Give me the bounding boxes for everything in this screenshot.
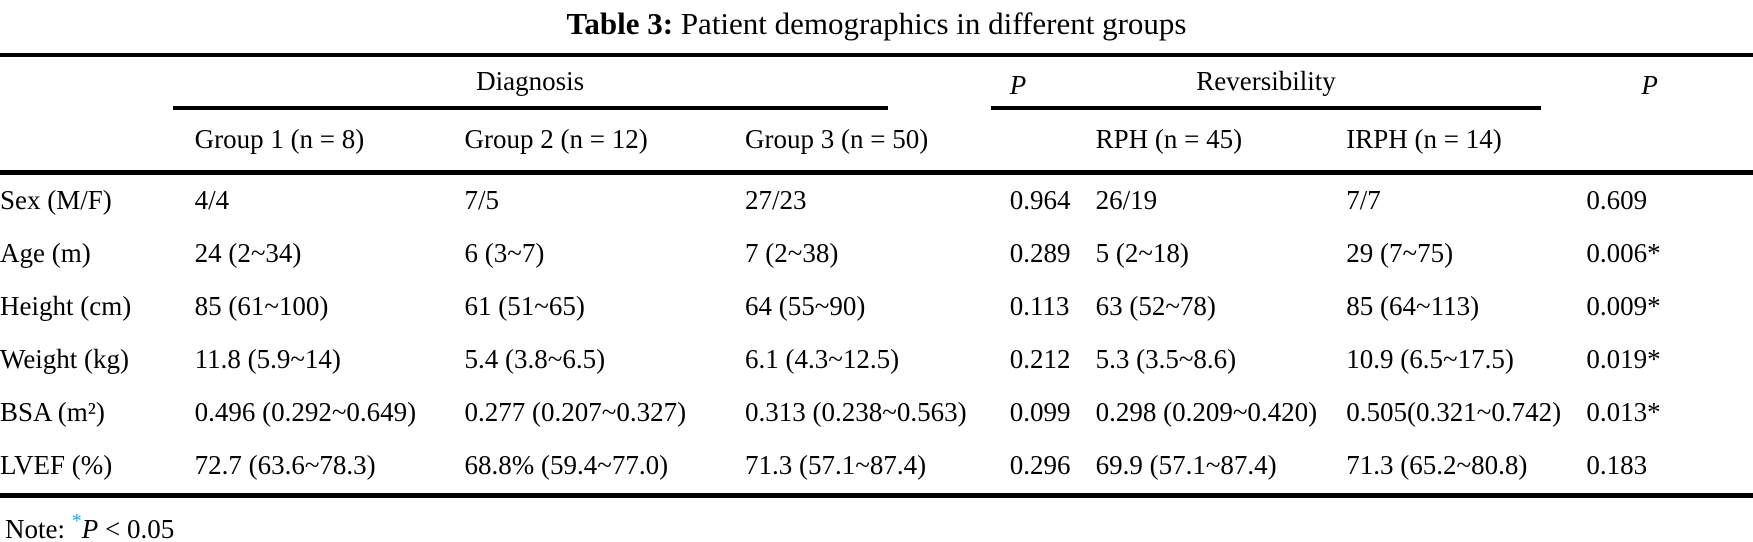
cell-irph: 29 (7~75) (1346, 238, 1454, 268)
cell-rph: 69.9 (57.1~87.4) (1095, 450, 1277, 480)
cell-rph: 5 (2~18) (1095, 238, 1189, 268)
cell-p-reversibility: 0.019* (1586, 344, 1661, 374)
empty-p-cell (1009, 110, 1096, 175)
column-header-rph: RPH (n = 45) (1095, 110, 1347, 175)
paper-table-page: Table 3: Patient demographics in differe… (0, 6, 1753, 542)
supercolumn-header-row: Diagnosis P Reversibility P (0, 55, 1753, 110)
cell-group3: 6.1 (4.3~12.5) (745, 344, 900, 374)
empty-label-cell (0, 110, 195, 175)
row-label: LVEF (%) (0, 450, 113, 480)
row-label: BSA (m²) (0, 397, 105, 427)
cell-p-reversibility: 0.006* (1586, 238, 1661, 268)
cell-group3: 0.313 (0.238~0.563) (745, 397, 967, 427)
table-row-height: Height (cm) 85 (61~100) 61 (51~65) 64 (5… (0, 281, 1753, 334)
diagnosis-supercolumn: Diagnosis (172, 55, 1010, 110)
empty-corner-cell (0, 55, 195, 110)
cell-group2: 6 (3~7) (464, 238, 545, 268)
table-row-sex: Sex (M/F) 4/4 7/5 27/23 0.964 26/19 7/7 … (0, 173, 1753, 229)
empty-p-cell (1586, 110, 1753, 175)
cell-group2: 7/5 (464, 185, 500, 215)
cell-p-diagnosis: 0.964 (1009, 185, 1071, 215)
cell-group1: 0.496 (0.292~0.649) (194, 397, 417, 427)
cell-rph: 5.3 (3.5~8.6) (1095, 344, 1237, 374)
cell-group2: 68.8% (59.4~77.0) (464, 450, 669, 480)
table-row-weight: Weight (kg) 11.8 (5.9~14) 5.4 (3.8~6.5) … (0, 334, 1753, 387)
column-header-row: Group 1 (n = 8) Group 2 (n = 12) Group 3… (0, 110, 1753, 175)
note-label: Note: (5, 514, 72, 542)
table-row-lvef: LVEF (%) 72.7 (63.6~78.3) 68.8% (59.4~77… (0, 440, 1753, 496)
cell-rph: 26/19 (1095, 185, 1158, 215)
cell-irph: 0.505(0.321~0.742) (1346, 397, 1562, 427)
cell-group2: 0.277 (0.207~0.327) (464, 397, 687, 427)
reversibility-header: Reversibility (990, 66, 1542, 110)
cell-group1: 85 (61~100) (194, 291, 329, 321)
column-header-irph: IRPH (n = 14) (1346, 110, 1587, 175)
cell-group1: 4/4 (194, 185, 230, 215)
row-label: Weight (kg) (0, 344, 130, 374)
demographics-table: Diagnosis P Reversibility P Group 1 (n =… (0, 53, 1753, 498)
cell-rph: 0.298 (0.209~0.420) (1095, 397, 1318, 427)
diagnosis-header: Diagnosis (172, 66, 888, 110)
column-header-group1: Group 1 (n = 8) (194, 110, 465, 175)
p-symbol: P (81, 514, 99, 542)
cell-group3: 27/23 (745, 185, 807, 215)
table-title: Table 3: Patient demographics in differe… (0, 6, 1753, 42)
cell-irph: 10.9 (6.5~17.5) (1346, 344, 1514, 374)
table-row-age: Age (m) 24 (2~34) 6 (3~7) 7 (2~38) 0.289… (0, 228, 1753, 281)
row-label: Age (m) (0, 238, 91, 268)
asterisk-marker: * (71, 510, 82, 532)
cell-rph: 63 (52~78) (1095, 291, 1216, 321)
cell-group1: 24 (2~34) (194, 238, 302, 268)
table-footnotes: Note: *P < 0.05 BSA, body surface area; … (5, 504, 1753, 542)
cell-irph: 85 (64~113) (1346, 291, 1480, 321)
row-label: Height (cm) (0, 291, 132, 321)
table-title-number: Table 3: (566, 6, 674, 41)
cell-p-diagnosis: 0.212 (1009, 344, 1071, 374)
column-header-group2: Group 2 (n = 12) (464, 110, 745, 175)
cell-group3: 7 (2~38) (745, 238, 839, 268)
cell-p-diagnosis: 0.296 (1009, 450, 1071, 480)
cell-p-diagnosis: 0.099 (1009, 397, 1071, 427)
table-row-bsa: BSA (m²) 0.496 (0.292~0.649) 0.277 (0.20… (0, 387, 1753, 440)
cell-p-reversibility: 0.013* (1586, 397, 1661, 427)
cell-p-diagnosis: 0.113 (1009, 291, 1070, 321)
cell-p-diagnosis: 0.289 (1009, 238, 1071, 268)
cell-group1: 72.7 (63.6~78.3) (194, 450, 376, 480)
row-label: Sex (M/F) (0, 185, 112, 215)
significance-note: Note: *P < 0.05 (5, 504, 1753, 542)
cell-p-reversibility: 0.183 (1586, 450, 1648, 480)
table-title-text: Patient demographics in different groups (673, 6, 1187, 41)
p-value-header-diagnosis: P (1009, 70, 1027, 100)
column-header-group3: Group 3 (n = 50) (745, 110, 1010, 175)
cell-group3: 64 (55~90) (745, 291, 866, 321)
cell-group2: 5.4 (3.8~6.5) (464, 344, 606, 374)
reversibility-supercolumn: Reversibility (990, 55, 1587, 110)
cell-p-reversibility: 0.009* (1586, 291, 1661, 321)
note-condition: < 0.05 (98, 514, 175, 542)
cell-irph: 7/7 (1346, 185, 1381, 215)
cell-irph: 71.3 (65.2~80.8) (1346, 450, 1528, 480)
cell-p-reversibility: 0.609 (1586, 185, 1648, 215)
cell-group1: 11.8 (5.9~14) (194, 344, 341, 374)
p-value-header-reversibility: P (1641, 70, 1658, 100)
cell-group2: 61 (51~65) (464, 291, 585, 321)
cell-group3: 71.3 (57.1~87.4) (745, 450, 927, 480)
